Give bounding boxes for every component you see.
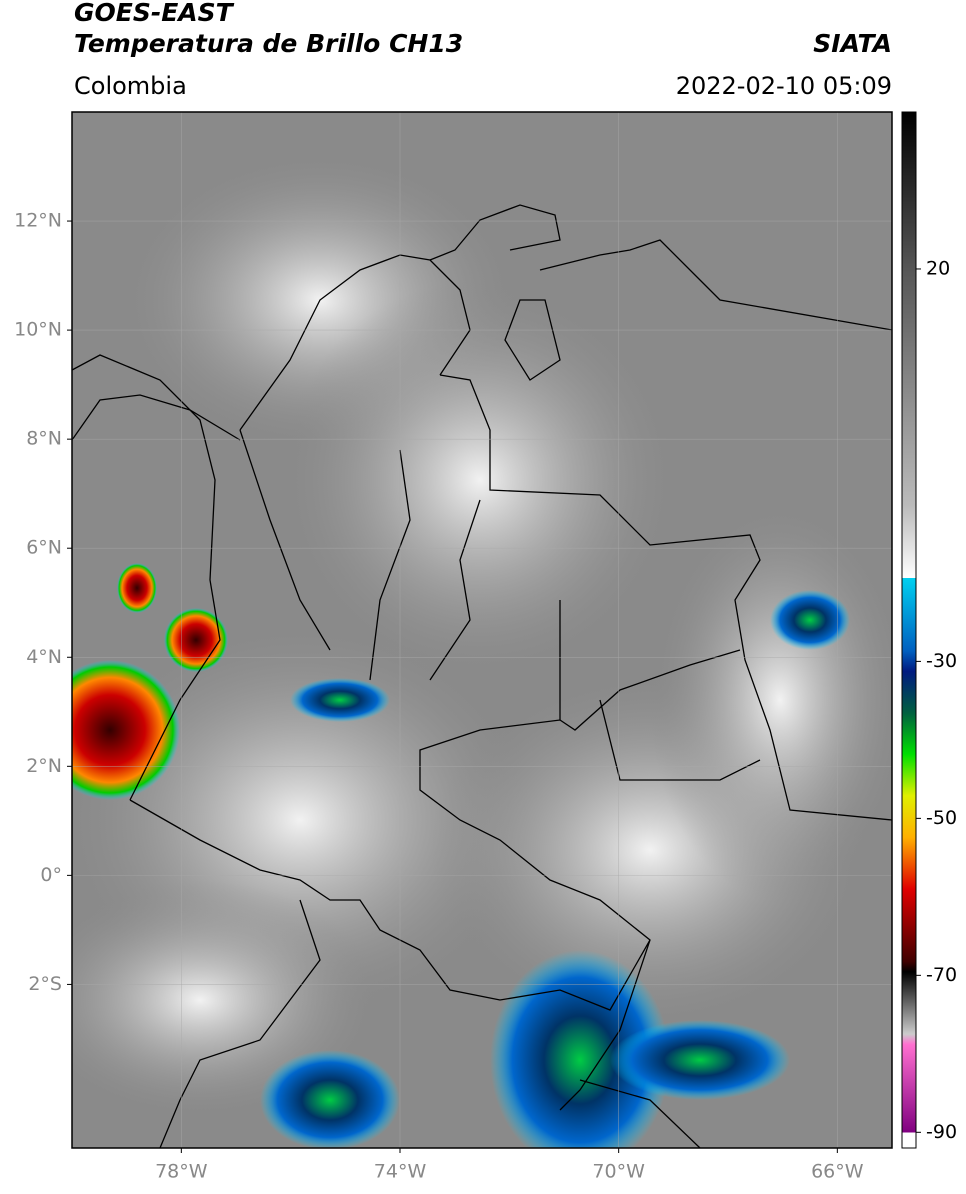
map-frame xyxy=(71,111,893,1149)
y-tick-label: 6°N xyxy=(26,537,62,559)
colorbar xyxy=(901,111,917,1149)
y-tick-label: 8°N xyxy=(26,428,62,450)
x-tick-label: 78°W xyxy=(155,1161,208,1183)
colorbar-tick-label: -90 xyxy=(926,1121,957,1143)
source: SIATA xyxy=(813,29,892,58)
y-tick-label: 12°N xyxy=(14,210,62,232)
y-tick-label: 2°N xyxy=(26,755,62,777)
y-tick-label: 2°S xyxy=(28,973,62,995)
colorbar-tick-label: -30 xyxy=(926,650,957,672)
product: Temperatura de Brillo CH13 xyxy=(74,29,463,58)
region: Colombia xyxy=(74,72,187,100)
datetime: 2022-02-10 05:09 xyxy=(676,72,892,100)
x-tick-label: 66°W xyxy=(811,1161,864,1183)
satellite: GOES-EAST xyxy=(74,0,235,27)
x-tick-label: 70°W xyxy=(592,1161,645,1183)
y-tick-label: 4°N xyxy=(26,646,62,668)
colorbar-tick-label: 20 xyxy=(926,257,950,279)
y-tick-label: 10°N xyxy=(14,319,62,341)
y-tick-label: 0° xyxy=(40,864,62,886)
satellite-image xyxy=(72,112,892,1148)
grid xyxy=(72,112,892,1148)
colorbar-tick-label: -50 xyxy=(926,807,957,829)
colorbar-tick-label: -70 xyxy=(926,964,957,986)
x-tick-label: 74°W xyxy=(374,1161,427,1183)
